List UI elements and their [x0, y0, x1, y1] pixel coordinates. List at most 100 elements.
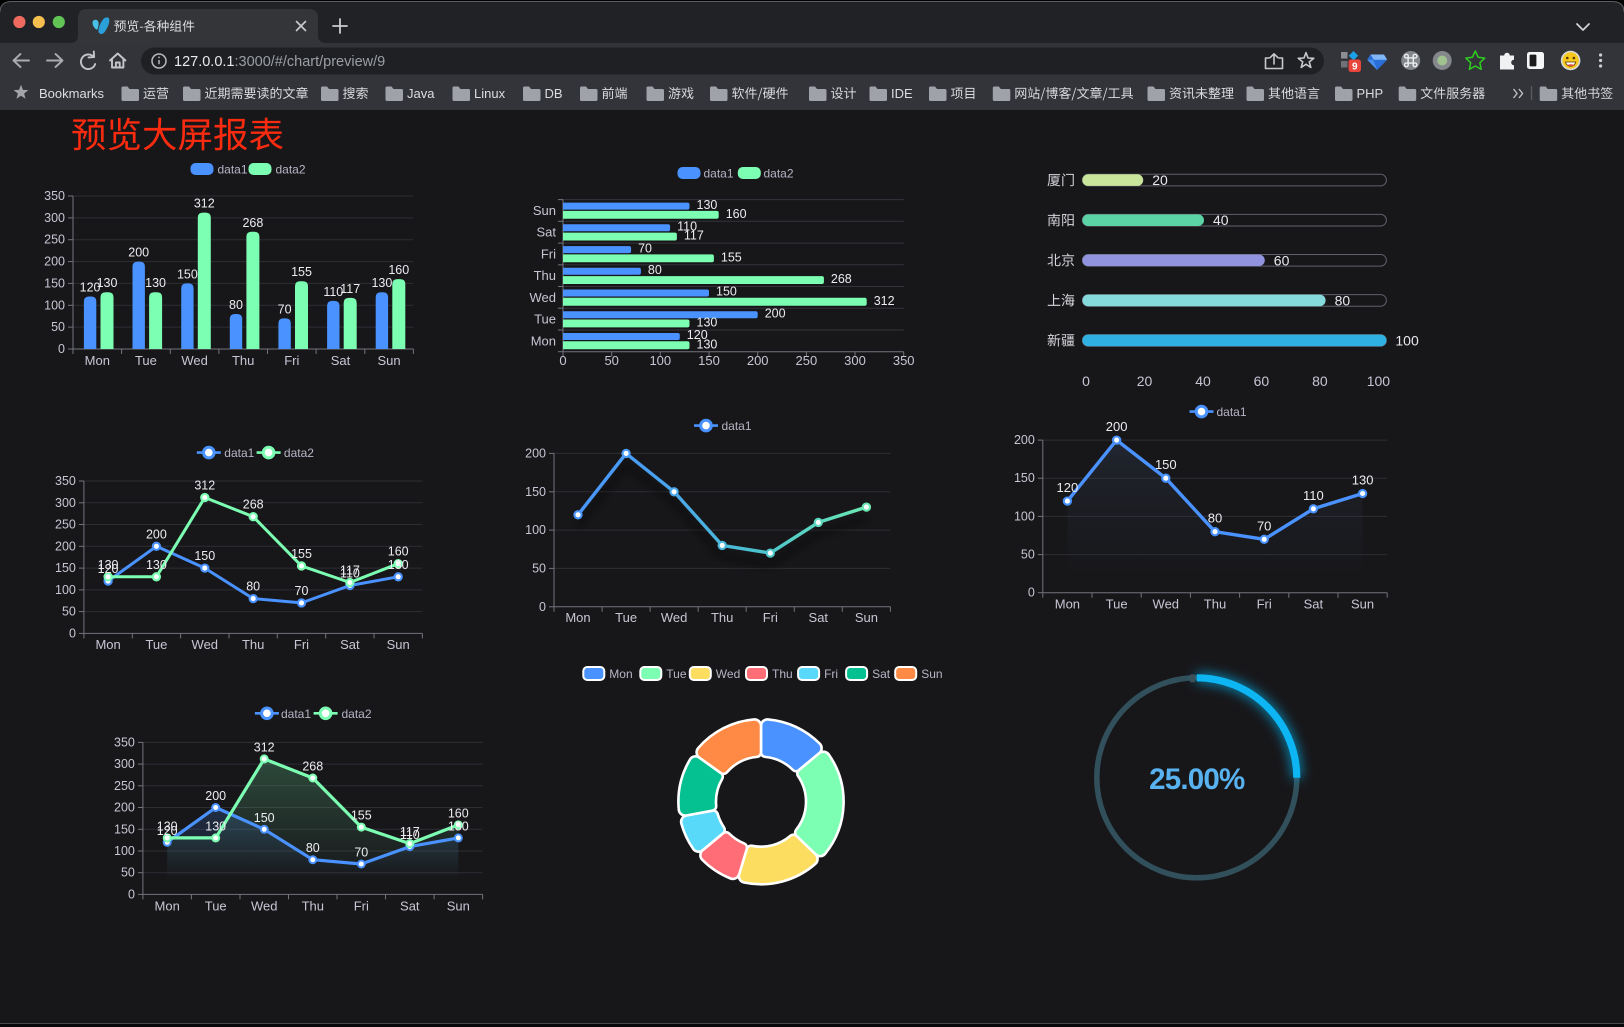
svg-text:Wed: Wed	[251, 899, 278, 914]
svg-text:60: 60	[1254, 373, 1270, 389]
svg-text:data1: data1	[704, 167, 734, 181]
svg-text:Sat: Sat	[340, 637, 360, 652]
svg-text:Sat: Sat	[1304, 596, 1324, 611]
svg-text:data1: data1	[722, 419, 752, 433]
svg-text:268: 268	[302, 760, 323, 774]
svg-text:117: 117	[684, 229, 704, 243]
svg-text:Wed: Wed	[661, 610, 688, 625]
svg-text:0: 0	[128, 887, 135, 901]
svg-text:120: 120	[80, 281, 101, 295]
svg-text:200: 200	[55, 539, 76, 553]
svg-text:100: 100	[1395, 332, 1419, 348]
svg-text:70: 70	[278, 302, 292, 316]
svg-text:120: 120	[157, 824, 178, 838]
svg-text:Tue: Tue	[145, 637, 167, 652]
svg-text:130: 130	[98, 558, 119, 572]
svg-text:40: 40	[1195, 373, 1211, 389]
svg-text:0: 0	[69, 626, 76, 640]
svg-text:268: 268	[243, 498, 264, 512]
svg-text:Java: Java	[407, 86, 435, 101]
svg-text:350: 350	[893, 353, 915, 368]
svg-text:150: 150	[194, 549, 215, 563]
svg-text:70: 70	[354, 846, 368, 860]
svg-text:100: 100	[649, 353, 671, 368]
svg-text:Thu: Thu	[772, 667, 793, 681]
svg-text:Fri: Fri	[1257, 596, 1272, 611]
svg-text:130: 130	[145, 276, 166, 290]
svg-text:Wed: Wed	[530, 290, 557, 305]
svg-text:200: 200	[146, 527, 167, 541]
svg-text:200: 200	[1014, 433, 1035, 447]
svg-text:150: 150	[44, 276, 65, 290]
svg-text:200: 200	[525, 446, 546, 460]
svg-text:PHP: PHP	[1357, 86, 1384, 101]
svg-text:117: 117	[400, 825, 420, 839]
svg-text:Wed: Wed	[181, 353, 208, 368]
svg-text:25.00%: 25.00%	[1149, 763, 1245, 796]
svg-text:117: 117	[340, 564, 360, 578]
svg-text:312: 312	[874, 294, 895, 308]
svg-text:data2: data2	[764, 167, 794, 181]
svg-text:70: 70	[638, 241, 652, 255]
svg-text:50: 50	[62, 605, 76, 619]
svg-text:Sat: Sat	[536, 225, 556, 240]
svg-text:250: 250	[114, 779, 135, 793]
svg-text:Mon: Mon	[565, 610, 590, 625]
svg-text:Tue: Tue	[205, 899, 227, 914]
svg-text:117: 117	[340, 282, 360, 296]
svg-text:100: 100	[114, 844, 135, 858]
svg-text:data2: data2	[284, 446, 314, 460]
svg-text:312: 312	[194, 479, 215, 493]
svg-text:200: 200	[128, 246, 149, 260]
svg-text:250: 250	[55, 518, 76, 532]
svg-text:150: 150	[716, 285, 737, 299]
svg-text:120: 120	[687, 328, 708, 342]
svg-text:200: 200	[114, 801, 135, 815]
svg-text:110: 110	[1303, 488, 1324, 503]
svg-text:150: 150	[698, 353, 720, 368]
svg-text:80: 80	[246, 580, 260, 594]
svg-text:Mon: Mon	[95, 637, 120, 652]
svg-text:300: 300	[844, 353, 866, 368]
svg-text:268: 268	[831, 272, 852, 286]
svg-text:130: 130	[157, 819, 178, 833]
svg-text:20: 20	[1152, 172, 1168, 188]
svg-text:250: 250	[796, 353, 818, 368]
svg-text:Tue: Tue	[135, 353, 157, 368]
svg-text:250: 250	[44, 233, 65, 247]
svg-text:150: 150	[525, 485, 546, 499]
svg-text:data1: data1	[281, 707, 311, 721]
svg-text:Fri: Fri	[541, 246, 556, 261]
svg-text:80: 80	[648, 263, 662, 277]
svg-text:50: 50	[532, 561, 546, 575]
svg-text:50: 50	[51, 320, 65, 334]
svg-text:120: 120	[1057, 480, 1079, 495]
svg-text:Sun: Sun	[533, 203, 556, 218]
svg-text:data1: data1	[224, 446, 254, 460]
svg-text:Sun: Sun	[1351, 596, 1374, 611]
svg-text:Thu: Thu	[711, 610, 733, 625]
svg-text:Sat: Sat	[400, 899, 420, 914]
svg-text:130: 130	[205, 819, 226, 833]
svg-text:0: 0	[1028, 586, 1035, 600]
svg-text:300: 300	[55, 496, 76, 510]
svg-text:70: 70	[1257, 518, 1271, 533]
svg-text:200: 200	[765, 306, 786, 320]
svg-text:50: 50	[1021, 548, 1035, 562]
svg-text:9: 9	[1352, 62, 1358, 73]
svg-text:Thu: Thu	[232, 353, 254, 368]
svg-text:Tue: Tue	[666, 667, 687, 681]
svg-text:100: 100	[1367, 373, 1391, 389]
svg-text:200: 200	[205, 789, 226, 803]
svg-text:Mon: Mon	[155, 899, 180, 914]
svg-text:130: 130	[97, 276, 118, 290]
svg-text:312: 312	[194, 197, 215, 211]
svg-text:Linux: Linux	[474, 86, 506, 101]
svg-text:130: 130	[697, 198, 718, 212]
svg-text:Mon: Mon	[1055, 596, 1080, 611]
svg-text:100: 100	[44, 298, 65, 312]
svg-text:150: 150	[254, 811, 275, 825]
svg-text:50: 50	[121, 866, 135, 880]
svg-text:Fri: Fri	[354, 899, 369, 914]
svg-text:Wed: Wed	[716, 667, 740, 681]
